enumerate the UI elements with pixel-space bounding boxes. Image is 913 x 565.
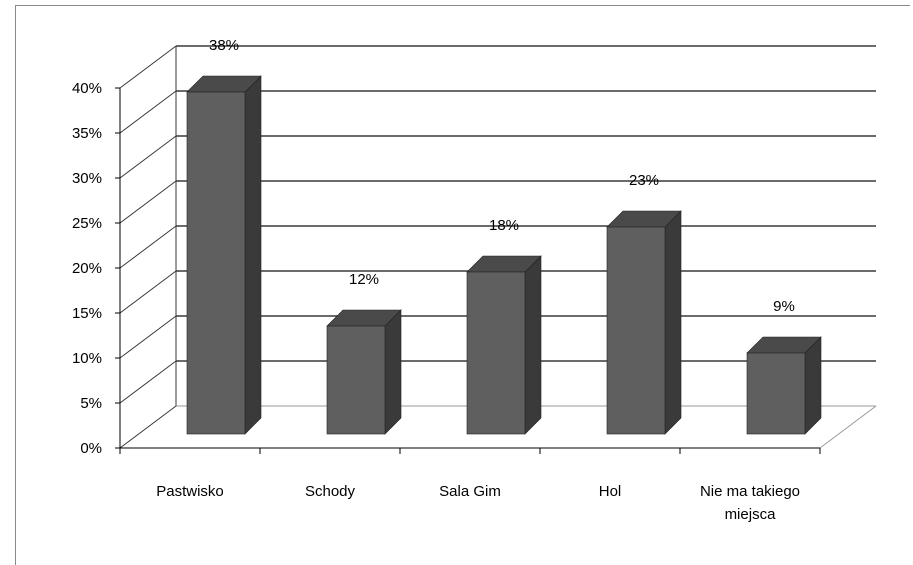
gridline-diagonal	[119, 270, 177, 314]
y-tick-label: 40%	[72, 80, 102, 97]
bar-side	[384, 309, 402, 435]
bar	[606, 226, 666, 435]
bar	[746, 352, 806, 435]
y-tick-label: 15%	[72, 305, 102, 322]
y-tick-label: 25%	[72, 215, 102, 232]
category-label: Nie ma takiego	[700, 483, 800, 500]
gridline-diagonal	[119, 135, 177, 179]
bar-side	[804, 336, 822, 435]
y-tick-label: 20%	[72, 260, 102, 277]
category-label: miejsca	[725, 506, 777, 523]
category-label: Pastwisko	[156, 483, 224, 500]
data-label: 9%	[773, 298, 795, 315]
y-tick-label: 30%	[72, 170, 102, 187]
gridline-diagonal	[119, 360, 177, 404]
data-label: 38%	[209, 37, 239, 54]
bar	[186, 91, 246, 435]
gridline-diagonal	[119, 45, 177, 89]
y-tick-label: 35%	[72, 125, 102, 142]
gridline-diagonal	[119, 405, 177, 449]
category-label: Sala Gim	[439, 483, 501, 500]
y-tick-label: 0%	[80, 440, 102, 457]
gridline-diagonal	[119, 90, 177, 134]
data-label: 18%	[489, 217, 519, 234]
data-label: 23%	[629, 172, 659, 189]
floor-right-edge	[819, 405, 877, 449]
data-label: 12%	[349, 271, 379, 288]
gridline-diagonal	[119, 225, 177, 269]
bar-side	[244, 75, 262, 435]
bar-side	[664, 210, 682, 435]
bar	[466, 271, 526, 435]
gridline-diagonal	[119, 180, 177, 224]
gridline-diagonal	[119, 315, 177, 359]
bar	[326, 325, 386, 435]
chart-frame	[15, 5, 910, 565]
y-tick-label: 10%	[72, 350, 102, 367]
category-label: Hol	[599, 483, 622, 500]
y-tick-label: 5%	[80, 395, 102, 412]
bar-side	[524, 255, 542, 435]
category-label: Schody	[305, 483, 356, 500]
